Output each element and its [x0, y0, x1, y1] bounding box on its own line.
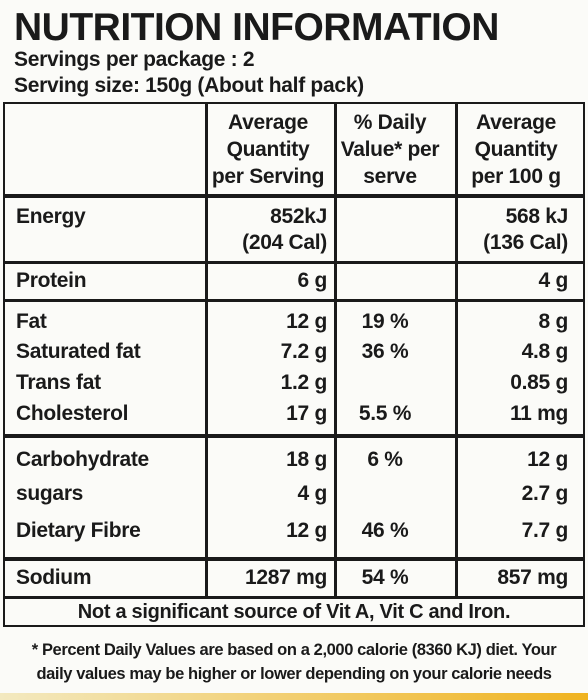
per-serving-value: 18 g [286, 448, 327, 471]
nutrient-label: Cholesterol [16, 402, 129, 425]
nutrient-label: Energy [16, 205, 86, 228]
column-rule [3, 102, 5, 626]
per-serving-value: 6 g [297, 269, 328, 292]
per-100g-value: 8 g [538, 310, 569, 333]
column-header: Value* per [340, 138, 440, 161]
daily-value: 46 % [361, 519, 409, 542]
rule [3, 557, 585, 561]
servings: Servings per package : 2 [14, 48, 255, 71]
column-rule [334, 102, 337, 598]
per-serving-value: 1287 mg [245, 566, 327, 589]
daily-value: 6 % [367, 448, 403, 471]
nutrient-label: Trans fat [16, 371, 101, 394]
note: Not a significant source of Vit A, Vit C… [77, 601, 511, 623]
column-header: Quantity [474, 138, 558, 161]
nutrient-label: Saturated fat [16, 340, 141, 363]
column-header: per Serving [211, 165, 325, 188]
per-serving-value: 7.2 g [280, 340, 328, 363]
per-100g-value: 11 mg [509, 402, 568, 425]
per-100g-value: 7.7 g [521, 519, 569, 542]
per-100g-value: 857 mg [497, 566, 568, 589]
rule [3, 102, 585, 104]
nutrient-label: sugars [16, 482, 84, 505]
nutrient-label: Fat [16, 310, 47, 333]
column-header: % Daily [353, 111, 427, 134]
column-header: serve [363, 165, 417, 188]
rule [3, 625, 585, 627]
column-rule [455, 102, 458, 598]
rule [3, 299, 585, 302]
nutrient-label: Dietary Fibre [16, 519, 141, 542]
column-header: Average [227, 111, 309, 134]
nutrient-label: Carbohydrate [16, 448, 149, 471]
daily-value: 36 % [361, 340, 409, 363]
per-100g-value: 4 g [538, 269, 569, 292]
column-rule [583, 102, 585, 626]
column-header: Quantity [226, 138, 310, 161]
per-serving-value: 12 g [286, 519, 327, 542]
per-serving-value: (204 Cal) [242, 231, 327, 254]
footnote: daily values may be higher or lower depe… [36, 665, 552, 683]
per-serving-value: 12 g [286, 310, 327, 333]
nutrient-label: Sodium [16, 566, 92, 589]
column-header: per 100 g [471, 165, 561, 188]
per-serving-value: 1.2 g [280, 371, 328, 394]
per-serving-value: 17 g [286, 402, 327, 425]
per-100g-value: 2.7 g [521, 482, 569, 505]
per-serving-value: 852kJ [270, 205, 327, 228]
package-edge [0, 693, 588, 700]
rule [3, 261, 585, 264]
rule [3, 194, 585, 198]
rule [3, 596, 585, 599]
footnote: * Percent Daily Values are based on a 2,… [31, 641, 557, 659]
daily-value: 5.5 % [358, 402, 412, 425]
per-serving-value: 4 g [297, 482, 328, 505]
title: NUTRITION INFORMATION [14, 6, 499, 49]
per-100g-value: (136 Cal) [483, 231, 568, 254]
nutrient-label: Protein [16, 269, 87, 292]
column-rule [205, 102, 208, 598]
daily-value: 54 % [361, 566, 409, 589]
per-100g-value: 0.85 g [510, 371, 568, 394]
per-100g-value: 12 g [527, 448, 568, 471]
serving-size: Serving size: 150g (About half pack) [14, 74, 364, 97]
per-100g-value: 568 kJ [505, 205, 569, 228]
per-100g-value: 4.8 g [521, 340, 569, 363]
daily-value: 19 % [361, 310, 409, 333]
rule [3, 434, 585, 438]
column-header: Average [475, 111, 557, 134]
